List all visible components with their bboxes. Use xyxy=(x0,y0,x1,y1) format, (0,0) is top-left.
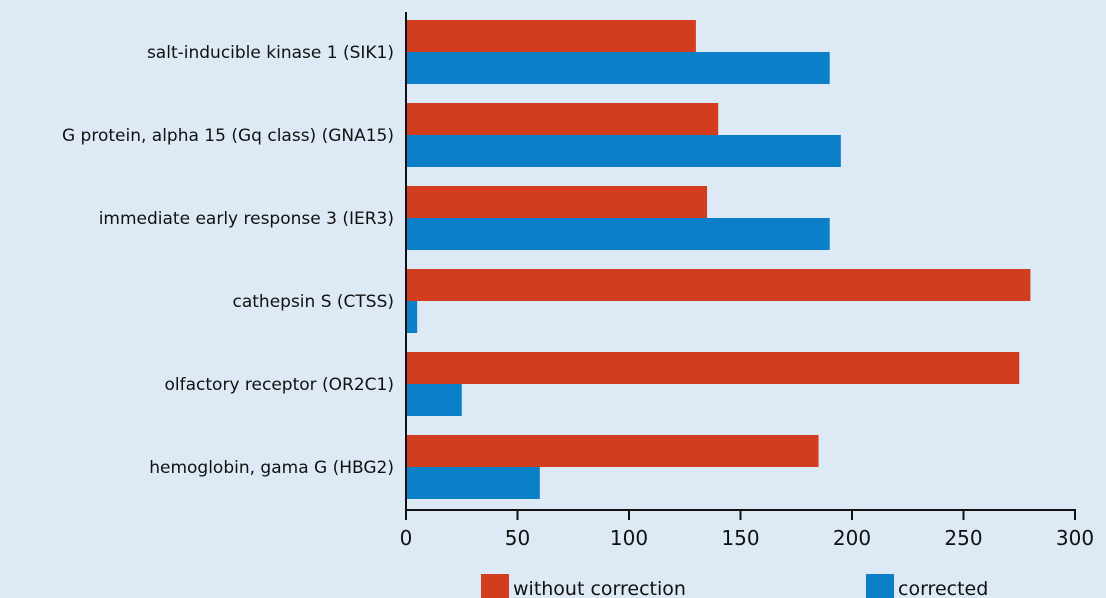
category-label: immediate early response 3 (IER3) xyxy=(99,209,394,229)
bar-without-correction-3 xyxy=(406,269,1031,301)
bar-corrected-0 xyxy=(406,52,830,84)
bars-layer xyxy=(406,20,1031,499)
legend-swatch-without-correction xyxy=(481,574,509,598)
legend-label-corrected: corrected xyxy=(898,578,988,598)
bar-without-correction-0 xyxy=(406,20,696,52)
x-tick-label: 100 xyxy=(610,526,648,550)
bar-without-correction-4 xyxy=(406,352,1020,384)
category-label: olfactory receptor (OR2C1) xyxy=(165,375,394,395)
bar-without-correction-1 xyxy=(406,103,719,135)
category-labels: salt-inducible kinase 1 (SIK1) G protein,… xyxy=(62,43,394,478)
x-tick-label: 50 xyxy=(505,526,530,550)
category-label: cathepsin S (CTSS) xyxy=(232,292,394,312)
bar-corrected-4 xyxy=(406,384,462,416)
bar-without-correction-5 xyxy=(406,435,819,467)
legend: without correction corrected xyxy=(481,574,988,598)
bar-without-correction-2 xyxy=(406,186,708,218)
x-axis-ticks: 0 50 100 150 200 250 300 xyxy=(400,510,1094,550)
x-tick-label: 150 xyxy=(721,526,759,550)
category-label: salt-inducible kinase 1 (SIK1) xyxy=(147,43,394,63)
x-tick-label: 0 xyxy=(400,526,413,550)
bar-corrected-3 xyxy=(406,301,418,333)
legend-swatch-corrected xyxy=(866,574,894,598)
legend-label-without-correction: without correction xyxy=(513,578,686,598)
bar-corrected-1 xyxy=(406,135,841,167)
bar-corrected-2 xyxy=(406,218,830,250)
category-label: hemoglobin, gama G (HBG2) xyxy=(149,458,394,478)
x-tick-label: 300 xyxy=(1056,526,1094,550)
bar-corrected-5 xyxy=(406,467,540,499)
x-tick-label: 200 xyxy=(833,526,871,550)
category-label: G protein, alpha 15 (Gq class) (GNA15) xyxy=(62,126,394,146)
x-tick-label: 250 xyxy=(944,526,982,550)
